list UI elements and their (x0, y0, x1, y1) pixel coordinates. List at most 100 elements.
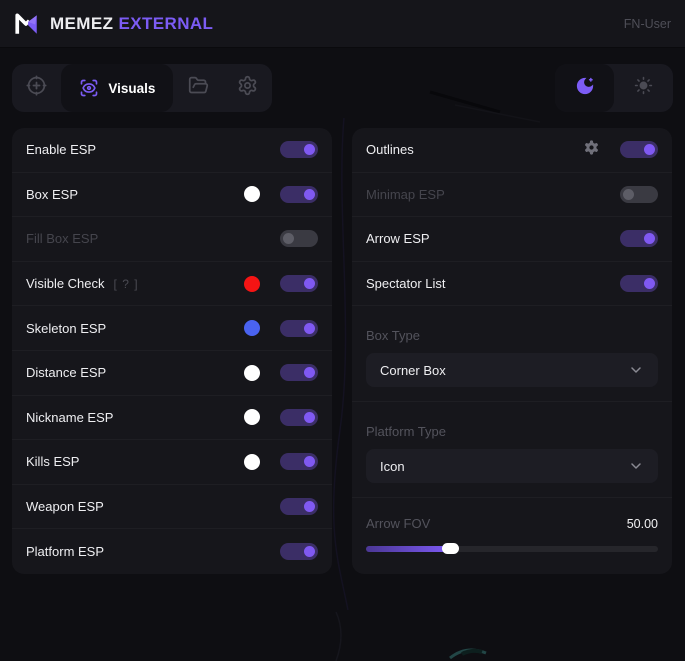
setting-label: Nickname ESP (26, 409, 114, 425)
slider-fill (366, 545, 451, 552)
moon-icon (575, 76, 595, 101)
theme-dark-button[interactable] (555, 64, 614, 112)
row-box-esp: Box ESP (12, 173, 332, 218)
visible-check-color-swatch[interactable] (244, 275, 260, 292)
setting-label: Spectator List (366, 276, 446, 292)
toggle-knob (623, 188, 634, 200)
row-kills-esp: Kills ESP (12, 440, 332, 485)
box-type-label: Box Type (366, 328, 420, 344)
toggle-knob (304, 501, 315, 513)
app-title: MEMEZ EXTERNAL (50, 14, 213, 34)
nickname-esp-color-swatch[interactable] (244, 409, 260, 426)
brand-logo-icon (14, 11, 40, 37)
fill-box-esp-toggle[interactable] (280, 230, 318, 248)
toggle-knob (283, 233, 294, 245)
outlines-settings-button[interactable] (583, 139, 600, 161)
platform-type-group: Platform Type Icon (352, 402, 672, 498)
app-title-accent: EXTERNAL (118, 13, 214, 33)
row-arrow-esp: Arrow ESP (352, 217, 672, 262)
skeleton-esp-toggle[interactable] (280, 319, 318, 337)
setting-label: Minimap ESP (366, 186, 445, 202)
setting-label: Visible Check (26, 276, 105, 292)
row-distance-esp: Distance ESP (12, 351, 332, 396)
box-esp-color-swatch[interactable] (244, 186, 260, 203)
username-label: FN-User (623, 16, 671, 31)
eye-scan-icon (79, 78, 99, 98)
row-skeleton-esp: Skeleton ESP (12, 306, 332, 351)
folder-icon (188, 75, 209, 101)
setting-label: Enable ESP (26, 142, 97, 158)
chevron-down-icon (628, 458, 644, 474)
crosshair-icon (26, 75, 47, 101)
kills-esp-toggle[interactable] (280, 453, 318, 471)
setting-label: Platform ESP (26, 544, 105, 560)
setting-label: Distance ESP (26, 365, 107, 381)
toggle-knob (304, 367, 315, 379)
theme-light-button[interactable] (614, 64, 673, 112)
right-settings-card: Outlines Minimap ESP Arr (352, 128, 672, 574)
arrow-fov-group: Arrow FOV 50.00 (352, 498, 672, 572)
toggle-knob (644, 278, 655, 290)
enable-esp-toggle[interactable] (280, 141, 318, 159)
box-type-group: Box Type Corner Box (352, 306, 672, 402)
theme-switch (555, 64, 673, 112)
toggle-knob (304, 144, 315, 156)
row-nickname-esp: Nickname ESP (12, 396, 332, 441)
arrow-esp-toggle[interactable] (620, 230, 658, 248)
box-esp-toggle[interactable] (280, 185, 318, 203)
visible-check-toggle[interactable] (280, 275, 318, 293)
gear-icon (237, 75, 258, 101)
tab-configs[interactable] (173, 64, 222, 112)
nav-tab-strip: Visuals (12, 64, 272, 112)
tab-settings[interactable] (223, 64, 272, 112)
distance-esp-color-swatch[interactable] (244, 364, 260, 381)
skeleton-esp-color-swatch[interactable] (244, 320, 260, 337)
gear-icon (583, 139, 600, 161)
toggle-knob (304, 546, 315, 558)
settings-content: Enable ESP Box ESP Fill Box ESP Visible … (12, 128, 673, 574)
kills-esp-color-swatch[interactable] (244, 453, 260, 470)
arrow-fov-slider[interactable] (366, 543, 658, 555)
setting-label: Weapon ESP (26, 499, 104, 515)
setting-label: Kills ESP (26, 454, 80, 470)
tab-visuals[interactable]: Visuals (61, 64, 174, 112)
row-weapon-esp: Weapon ESP (12, 485, 332, 530)
help-badge: [ ? ] (113, 276, 139, 291)
row-platform-esp: Platform ESP (12, 529, 332, 574)
setting-label: Box ESP (26, 186, 79, 202)
row-fill-box-esp: Fill Box ESP (12, 217, 332, 262)
box-type-select[interactable]: Corner Box (366, 353, 658, 388)
row-visible-check: Visible Check [ ? ] (12, 262, 332, 307)
platform-type-value: Icon (380, 458, 405, 474)
chevron-down-icon (628, 362, 644, 378)
toggle-knob (644, 233, 655, 245)
outlines-toggle[interactable] (620, 141, 658, 159)
toggle-knob (644, 144, 655, 156)
tab-aimbot[interactable] (12, 64, 61, 112)
sun-icon (634, 76, 653, 100)
app-title-primary: MEMEZ (50, 13, 119, 33)
left-settings-card: Enable ESP Box ESP Fill Box ESP Visible … (12, 128, 332, 574)
platform-esp-toggle[interactable] (280, 543, 318, 561)
distance-esp-toggle[interactable] (280, 364, 318, 382)
row-enable-esp: Enable ESP (12, 128, 332, 173)
setting-label: Outlines (366, 142, 414, 158)
row-outlines: Outlines (352, 128, 672, 173)
setting-label: Arrow ESP (366, 231, 430, 247)
spectator-list-toggle[interactable] (620, 275, 658, 293)
slider-knob[interactable] (441, 543, 459, 555)
box-type-value: Corner Box (380, 362, 446, 378)
slider-track[interactable] (366, 545, 658, 552)
platform-type-label: Platform Type (366, 424, 446, 440)
setting-label: Skeleton ESP (26, 320, 107, 336)
app-header: MEMEZ EXTERNAL FN-User (0, 0, 685, 48)
toolbar: Visuals (12, 64, 673, 112)
weapon-esp-toggle[interactable] (280, 498, 318, 516)
setting-label: Fill Box ESP (26, 231, 99, 247)
nickname-esp-toggle[interactable] (280, 408, 318, 426)
minimap-esp-toggle[interactable] (620, 185, 658, 203)
row-spectator-list: Spectator List (352, 262, 672, 307)
platform-type-select[interactable]: Icon (366, 449, 658, 484)
toggle-knob (304, 322, 315, 334)
arrow-fov-value: 50.00 (626, 516, 658, 531)
